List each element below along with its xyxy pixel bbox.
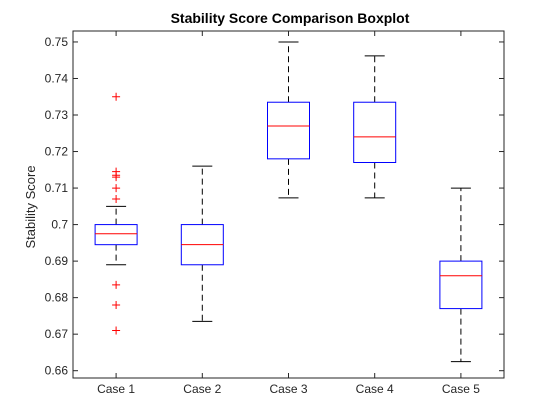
x-tick-label: Case 2 [183,382,221,396]
box [353,101,397,163]
chart-title: Stability Score Comparison Boxplot [171,10,410,26]
x-tick-label: Case 5 [442,382,480,396]
box [267,101,310,160]
y-tick-label: 0.68 [45,291,69,305]
outlier-marker [112,173,121,182]
y-axis-label: Stability Score [23,165,38,248]
x-tick-label: Case 1 [97,382,135,396]
y-tick-label: 0.66 [45,364,69,378]
plot-frame [72,30,505,379]
outlier-marker [112,184,121,193]
x-tick-label: Case 4 [356,382,394,396]
outlier-marker [112,92,121,101]
y-tick-label: 0.75 [45,35,69,49]
y-tick-label: 0.67 [45,327,69,341]
outlier-marker [112,195,121,204]
box [439,260,483,310]
y-tick-label: 0.69 [45,254,69,268]
box [94,224,138,246]
y-tick-label: 0.73 [45,108,69,122]
y-tick-label: 0.74 [45,71,69,85]
y-tick-label: 0.71 [45,181,69,195]
y-tick-label: 0.7 [51,218,68,232]
y-tick-label: 0.72 [45,145,69,159]
x-tick-label: Case 3 [269,382,307,396]
outlier-marker [112,326,121,335]
outlier-marker [112,280,121,289]
outlier-marker [112,300,121,309]
